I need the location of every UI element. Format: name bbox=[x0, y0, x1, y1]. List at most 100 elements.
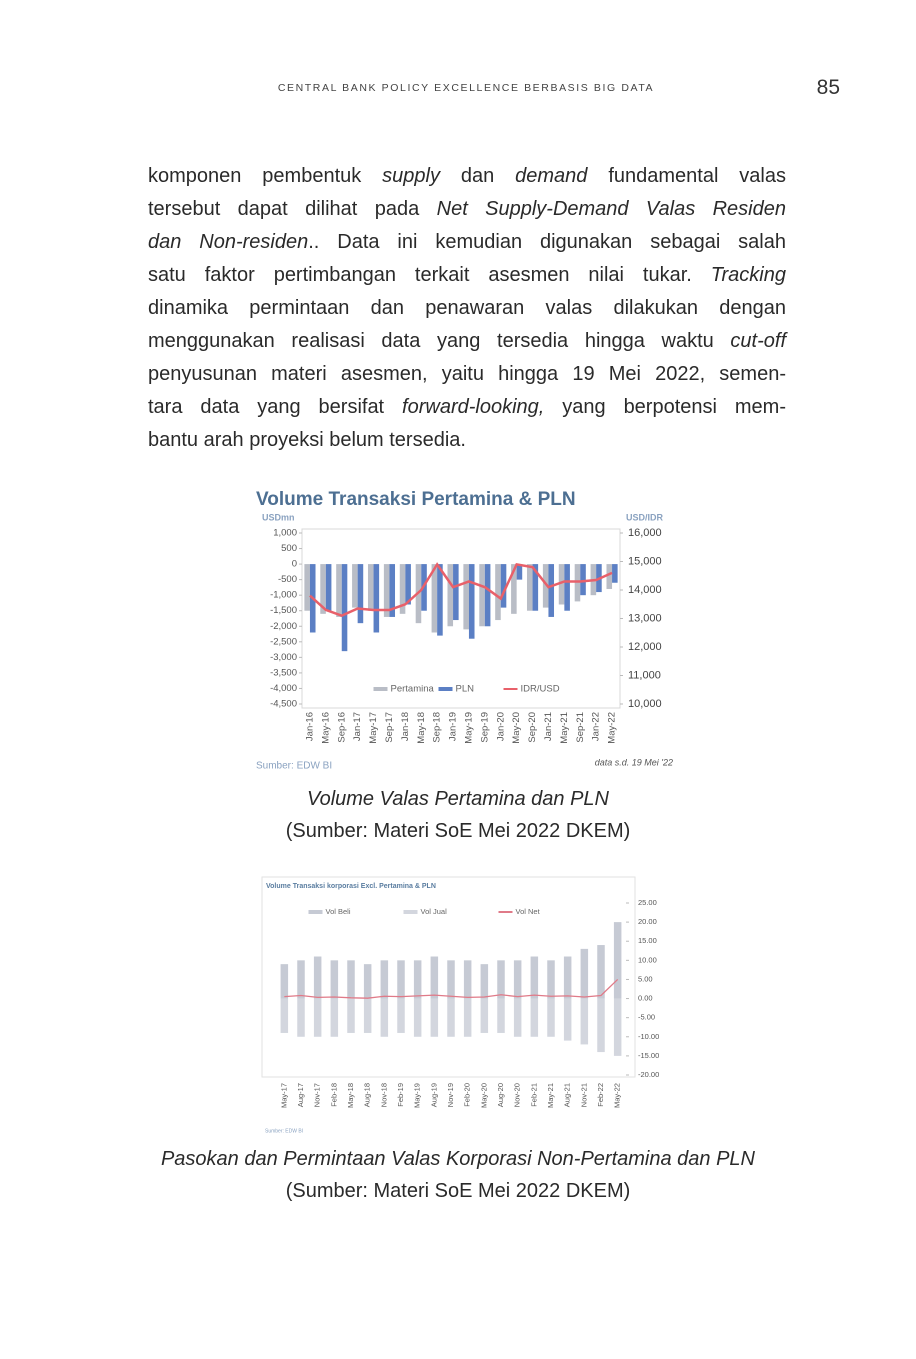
bar bbox=[363, 998, 372, 1033]
text: fundamental valas bbox=[587, 165, 786, 187]
bar bbox=[347, 960, 355, 999]
x-tick-label: Jan-16 bbox=[304, 712, 315, 741]
italic-text: Tracking bbox=[710, 264, 786, 286]
y-tick-label: -2,500 bbox=[270, 636, 297, 647]
text: .. Data ini kemudian digunakan sebagai s… bbox=[308, 231, 786, 253]
y-tick-label: 500 bbox=[281, 543, 297, 554]
caption-source: (Sumber: Materi SoE Mei 2022 DKEM) bbox=[285, 1180, 631, 1202]
bar bbox=[532, 564, 539, 611]
text: dan bbox=[439, 165, 516, 187]
bar bbox=[447, 998, 455, 1037]
y2-tick-label: 13,000 bbox=[628, 612, 662, 624]
legend-label: Pertamina bbox=[391, 684, 435, 695]
bar bbox=[548, 564, 555, 617]
bar bbox=[597, 945, 605, 999]
bar bbox=[463, 564, 469, 630]
y-tick-label: -1,000 bbox=[270, 590, 297, 601]
y2-tick-label: 16,000 bbox=[628, 527, 662, 539]
y-tick-label: -3,500 bbox=[270, 667, 297, 678]
caption-source: (Sumber: Materi SoE Mei 2022 DKEM) bbox=[285, 820, 631, 842]
text: tersebut dapat dilihat pada bbox=[148, 198, 437, 220]
x-tick-label: May-16 bbox=[320, 712, 331, 744]
x-tick-label: Nov-21 bbox=[579, 1083, 588, 1107]
x-tick-label: Sep-17 bbox=[384, 712, 395, 743]
y-tick-label: -10.00 bbox=[638, 1032, 659, 1041]
bar bbox=[389, 564, 396, 617]
text-line: menggunakan realisasi data yang tersedia… bbox=[148, 325, 786, 358]
x-tick-label: May-18 bbox=[346, 1083, 355, 1108]
bar bbox=[447, 564, 454, 627]
bar bbox=[430, 998, 439, 1037]
legend-label: Vol Beli bbox=[326, 907, 351, 916]
bar bbox=[516, 564, 523, 580]
italic-text: dan Non-residen bbox=[148, 231, 309, 253]
x-tick-label: Feb-18 bbox=[329, 1083, 338, 1107]
legend-swatch bbox=[438, 687, 453, 691]
x-tick-label: May-21 bbox=[546, 1083, 555, 1108]
chart-note: data s.d. 19 Mei '22 bbox=[595, 757, 673, 767]
x-tick-label: Aug-18 bbox=[363, 1083, 372, 1107]
y-tick-label: -5.00 bbox=[638, 1013, 655, 1022]
bar bbox=[612, 564, 618, 583]
x-tick-label: Feb-21 bbox=[529, 1083, 538, 1107]
bar bbox=[480, 998, 489, 1033]
text: dinamika permintaan dan penawaran valas … bbox=[148, 297, 786, 319]
bar bbox=[597, 998, 605, 1053]
bar bbox=[530, 998, 539, 1037]
x-tick-label: Nov-19 bbox=[446, 1083, 455, 1107]
bar bbox=[563, 956, 572, 999]
bar bbox=[341, 564, 348, 652]
legend-label: PLN bbox=[456, 684, 475, 695]
legend-swatch bbox=[373, 687, 388, 691]
y-tick-label: 0 bbox=[292, 559, 297, 570]
plot-frame bbox=[301, 528, 621, 709]
caption-title: Volume Valas Pertamina dan PLN bbox=[306, 788, 609, 810]
legend-swatch bbox=[308, 910, 323, 914]
bar bbox=[468, 564, 475, 639]
x-tick-label: Jan-22 bbox=[591, 712, 602, 741]
x-tick-label: Sep-19 bbox=[479, 712, 490, 743]
text: tara data yang bersifat bbox=[148, 396, 403, 418]
y-tick-label: -4,000 bbox=[270, 683, 297, 694]
bar bbox=[297, 998, 305, 1037]
y2-tick-label: 14,000 bbox=[628, 584, 662, 596]
text: komponen pembentuk bbox=[148, 165, 383, 187]
italic-text: supply bbox=[382, 165, 440, 187]
y-tick-label: 20.00 bbox=[638, 917, 657, 926]
bar bbox=[580, 564, 586, 596]
text-line: penyusunan materi asesmen, yaitu hingga … bbox=[148, 358, 786, 391]
bar bbox=[479, 564, 485, 627]
bar bbox=[320, 564, 326, 614]
bar bbox=[606, 564, 613, 589]
bar bbox=[383, 564, 390, 617]
italic-text: Net Supply-Demand Valas Residen bbox=[436, 198, 786, 220]
text-line: bantu arah proyeksi belum tersedia. bbox=[148, 424, 786, 457]
bar bbox=[313, 998, 322, 1037]
x-tick-label: May-22 bbox=[607, 712, 618, 744]
bar bbox=[500, 564, 507, 608]
bar bbox=[484, 564, 491, 627]
bar bbox=[347, 998, 355, 1033]
text-line: satu faktor pertimbangan terkait asesmen… bbox=[148, 259, 786, 292]
bar bbox=[330, 998, 339, 1037]
x-tick-label: Sep-20 bbox=[527, 712, 538, 743]
y-tick-label: -15.00 bbox=[638, 1051, 659, 1060]
bar bbox=[563, 998, 572, 1041]
x-tick-label: Feb-20 bbox=[463, 1083, 472, 1107]
chart-title: Volume Transaksi Pertamina & PLN bbox=[256, 489, 576, 510]
x-tick-label: Nov-18 bbox=[379, 1083, 388, 1107]
y-tick-label: 25.00 bbox=[638, 898, 657, 907]
y-tick-label: 15.00 bbox=[638, 936, 657, 945]
x-tick-label: Jan-21 bbox=[543, 712, 554, 741]
y-tick-label: 5.00 bbox=[638, 974, 653, 983]
body-paragraph: komponen pembentuk supply dan demand fun… bbox=[148, 160, 786, 457]
bar bbox=[542, 564, 549, 608]
x-tick-label: Jan-18 bbox=[400, 712, 411, 741]
bar bbox=[513, 960, 522, 999]
bar bbox=[280, 964, 289, 999]
x-tick-label: May-19 bbox=[463, 712, 474, 744]
bar bbox=[530, 956, 539, 999]
line-series bbox=[309, 562, 613, 617]
line-series bbox=[284, 978, 619, 999]
